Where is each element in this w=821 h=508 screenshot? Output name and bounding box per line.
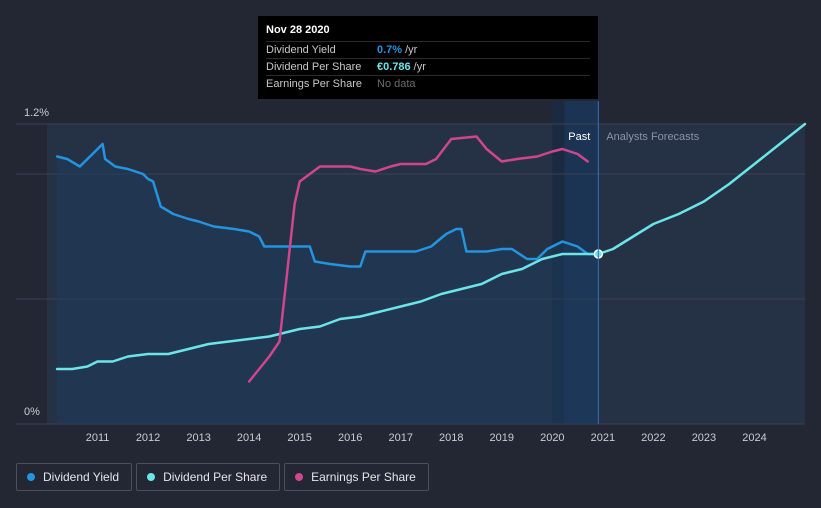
- y-tick-label: 1.2%: [24, 107, 49, 119]
- legend-dot-icon: [147, 473, 156, 481]
- chart-series: [55, 122, 807, 424]
- tooltip-label: Dividend Per Share: [266, 61, 362, 73]
- tooltip-value: €0.786: [377, 61, 411, 73]
- x-tick-label: 2017: [388, 432, 412, 444]
- series-area-dividend-yield: [57, 144, 599, 424]
- x-tick-label: 2015: [287, 432, 311, 444]
- past-label: Past: [568, 131, 590, 143]
- x-tick-label: 2011: [86, 432, 110, 444]
- tooltip-label: Earnings Per Share: [266, 78, 362, 90]
- tooltip-row-dividend-yield: Dividend Yield 0.7% /yr: [266, 41, 590, 58]
- x-tick-label: 2023: [692, 432, 716, 444]
- chart-tooltip: Nov 28 2020 Dividend Yield 0.7% /yr Divi…: [258, 16, 598, 99]
- series-line-earnings-per-share: [247, 135, 589, 383]
- x-tick-label: 2024: [742, 432, 766, 444]
- tooltip-unit: /yr: [413, 61, 426, 73]
- legend-label: Dividend Yield: [43, 470, 120, 484]
- tooltip-date: Nov 28 2020: [266, 24, 330, 36]
- tooltip-label: Dividend Yield: [266, 44, 336, 56]
- x-tick-label: 2019: [490, 432, 514, 444]
- chart-legend: Dividend Yield Dividend Per Share Earnin…: [16, 463, 429, 491]
- x-tick-label: 2016: [338, 432, 362, 444]
- chart-labels: 1.2% 0% 2011 2012 2013 2014 2015 2016 2017 2018 20…: [24, 101, 767, 444]
- tooltip-value: 0.7%: [377, 44, 403, 56]
- tooltip-row-earnings-per-share: Earnings Per Share No data: [266, 75, 590, 92]
- series-line-dividend-per-share: [55, 122, 807, 371]
- x-tick-label: 2014: [237, 432, 261, 444]
- x-tick-label: 2020: [540, 432, 564, 444]
- legend-label: Dividend Per Share: [163, 470, 268, 484]
- y-tick-label: 0%: [24, 406, 40, 418]
- legend-item-earnings-per-share[interactable]: Earnings Per Share: [284, 463, 429, 491]
- x-tick-label: 2022: [641, 432, 665, 444]
- tooltip-row-dividend-per-share: Dividend Per Share €0.786 /yr: [266, 58, 590, 75]
- legend-item-dividend-per-share[interactable]: Dividend Per Share: [136, 463, 281, 491]
- legend-dot-icon: [27, 473, 35, 481]
- legend-dot-icon: [295, 473, 304, 481]
- x-tick-label: 2021: [591, 432, 615, 444]
- tooltip-unit: /yr: [405, 44, 418, 56]
- x-tick-label: 2013: [186, 432, 210, 444]
- forecast-label: Analysts Forecasts: [606, 131, 699, 143]
- tooltip-value: No data: [377, 78, 416, 90]
- x-tick-label: 2012: [136, 432, 160, 444]
- series-line-dividend-yield: [55, 142, 600, 268]
- legend-item-dividend-yield[interactable]: Dividend Yield: [16, 463, 133, 491]
- legend-label: Earnings Per Share: [311, 470, 416, 484]
- x-tick-label: 2018: [439, 432, 463, 444]
